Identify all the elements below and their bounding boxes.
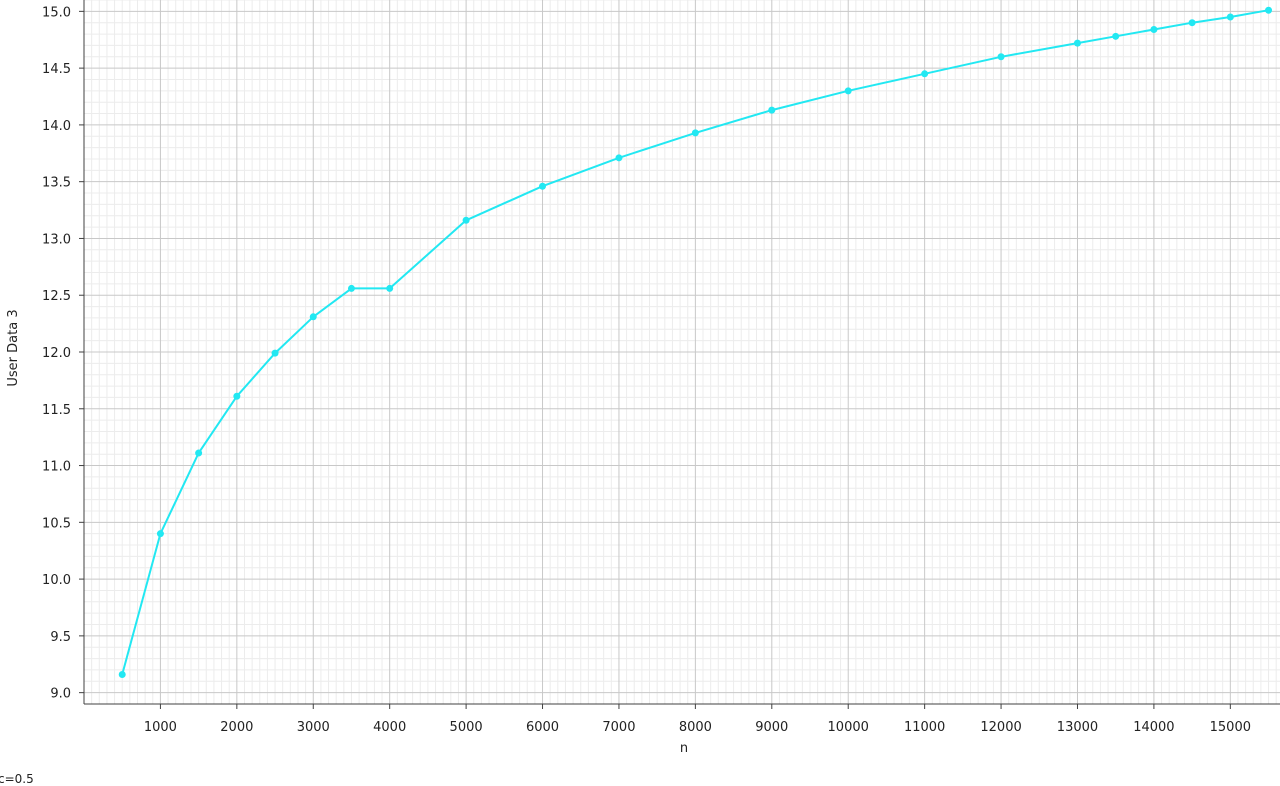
y-tick-label: 13.0 [42, 232, 71, 247]
y-tick-label: 14.0 [42, 119, 71, 134]
y-tick-label: 12.5 [42, 289, 71, 304]
x-tick-label: 13000 [1057, 720, 1098, 735]
y-axis-ticks: 9.0 9.5 10.0 10.5 11.0 11.5 12.0 12.5 13.0 13.5 14… [42, 5, 84, 702]
y-tick-label: 11.0 [42, 460, 71, 475]
data-point [156, 530, 164, 538]
data-point [921, 70, 929, 78]
y-tick-label: 11.5 [42, 403, 71, 418]
data-point [615, 154, 623, 162]
data-point [1226, 13, 1234, 21]
x-tick-label: 9000 [755, 720, 788, 735]
data-point [233, 392, 241, 400]
x-tick-label: 4000 [373, 720, 406, 735]
series-layer [118, 6, 1273, 678]
y-tick-label: 14.5 [42, 62, 71, 77]
data-point [1150, 26, 1158, 34]
data-point [195, 449, 203, 457]
y-tick-label: 9.5 [50, 630, 71, 645]
data-point [1265, 6, 1273, 14]
data-point [386, 284, 394, 292]
x-tick-label: 12000 [980, 720, 1021, 735]
data-point [539, 182, 547, 190]
x-tick-label: 2000 [220, 720, 253, 735]
data-point [1073, 39, 1081, 47]
data-point [347, 284, 355, 292]
y-tick-label: 12.0 [42, 346, 71, 361]
data-point [309, 313, 317, 321]
y-tick-label: 10.5 [42, 516, 71, 531]
data-point [844, 87, 852, 95]
x-tick-label: 8000 [679, 720, 712, 735]
x-tick-label: 14000 [1133, 720, 1174, 735]
y-tick-label: 13.5 [42, 176, 71, 191]
x-tick-label: 5000 [450, 720, 483, 735]
data-point [1188, 19, 1196, 27]
series-line [121, 9, 1269, 675]
data-point [768, 106, 776, 114]
y-tick-label: 10.0 [42, 573, 71, 588]
data-point [1112, 32, 1120, 40]
series-legend-label: c=0.5 [0, 772, 34, 786]
x-axis-label: n [680, 741, 688, 756]
x-tick-label: 6000 [526, 720, 559, 735]
data-point [271, 349, 279, 357]
x-tick-label: 3000 [297, 720, 330, 735]
x-tick-label: 10000 [828, 720, 869, 735]
data-point [462, 216, 470, 224]
major-grid [84, 0, 1280, 704]
x-tick-label: 11000 [904, 720, 945, 735]
y-tick-label: 9.0 [50, 687, 71, 702]
data-point [118, 670, 126, 678]
y-tick-label: 15.0 [42, 5, 71, 20]
y-axis-label: User Data 3 [6, 309, 21, 386]
data-point [691, 129, 699, 137]
data-point [997, 53, 1005, 61]
x-axis-ticks: 1000 2000 3000 4000 5000 6000 7000 8000 9000 1000… [144, 704, 1251, 735]
x-tick-label: 15000 [1210, 720, 1251, 735]
x-tick-label: 1000 [144, 720, 177, 735]
x-tick-label: 7000 [602, 720, 635, 735]
